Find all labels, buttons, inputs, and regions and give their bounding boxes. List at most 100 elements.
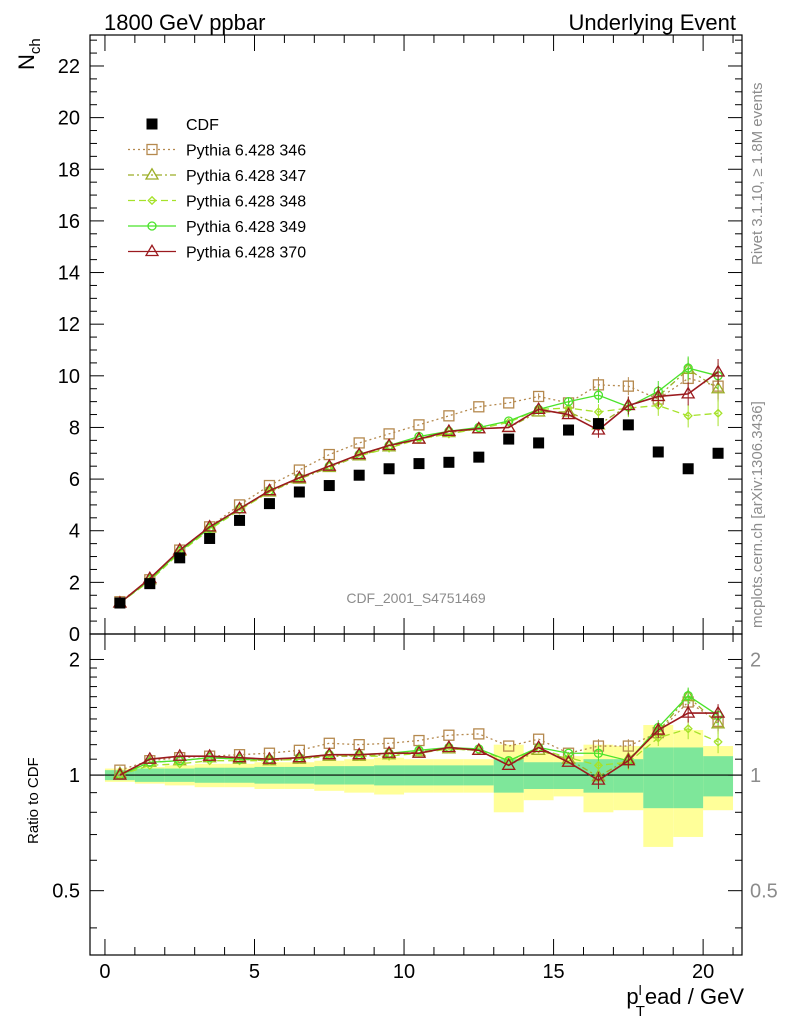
cdf-point xyxy=(174,552,186,564)
legend-entry-3: Pythia 6.428 348 xyxy=(128,194,306,211)
ratio-point xyxy=(262,751,277,764)
series-cdf xyxy=(114,418,724,609)
ratio-series-4 xyxy=(112,704,726,789)
ratio-line-0 xyxy=(119,701,719,771)
cdf-point xyxy=(592,418,604,430)
y-tick-label: 2 xyxy=(69,572,80,594)
x-axis-label-sub: T xyxy=(636,1003,645,1020)
data-point xyxy=(683,411,693,421)
x-axis-label-sup: l xyxy=(639,982,642,998)
data-point xyxy=(683,363,693,373)
ratio-point xyxy=(204,756,215,766)
legend-marker xyxy=(144,167,160,180)
ratio-point xyxy=(473,728,485,740)
y-tick-label: 4 xyxy=(69,521,80,543)
ratio-point xyxy=(145,757,155,767)
ratio-point xyxy=(202,748,217,761)
series-0 xyxy=(114,366,724,608)
series-1 xyxy=(112,357,726,608)
legend-entry-2: Pythia 6.428 347 xyxy=(128,167,306,185)
legend-marker xyxy=(147,195,157,206)
uncertainty-bands xyxy=(104,725,734,847)
series-line-0 xyxy=(119,377,719,603)
data-point xyxy=(622,380,634,392)
ratio-point xyxy=(471,742,486,755)
cdf-point xyxy=(323,480,335,492)
data-point xyxy=(681,386,696,399)
ratio-point xyxy=(292,750,307,763)
ratio-axes: 0 5 10 15 20 0.5 0.5 1 1 2 2 xyxy=(52,634,778,983)
cdf-point xyxy=(503,433,515,445)
cdf-point xyxy=(413,458,425,470)
x-tick-label: 20 xyxy=(692,961,714,983)
series-4 xyxy=(112,359,726,608)
cdf-point xyxy=(443,456,455,468)
legend-label: Pythia 6.428 348 xyxy=(186,194,306,211)
ratio-y-axis-label: Ratio to CDF xyxy=(25,757,42,844)
main-y-axis-label-main: N xyxy=(14,54,39,70)
legend-entry-4: Pythia 6.428 349 xyxy=(128,219,306,236)
data-point xyxy=(441,423,457,436)
ratio-point xyxy=(232,750,247,763)
cdf-point xyxy=(712,447,724,459)
data-point xyxy=(413,419,425,431)
y-tick-label: 0 xyxy=(69,624,80,646)
cdf-point xyxy=(652,446,664,458)
data-point xyxy=(322,458,337,471)
series-line-4 xyxy=(119,371,719,604)
legend-marker xyxy=(146,118,158,130)
legend-entry-5: Pythia 6.428 370 xyxy=(128,243,306,262)
mcplots-label: mcplots.cern.ch [arXiv:1306.3436] xyxy=(749,401,766,628)
data-point xyxy=(531,401,546,415)
data-point xyxy=(593,390,604,400)
cdf-point xyxy=(682,463,694,475)
ratio-point xyxy=(531,739,546,753)
ratio-plot-area xyxy=(90,687,742,847)
ratio-point xyxy=(112,767,128,780)
x-axis-label: pl Tead / GeV xyxy=(626,982,744,1020)
ratio-point xyxy=(441,739,457,753)
ratio-point xyxy=(710,705,726,718)
y-tick-label: 14 xyxy=(58,263,80,285)
x-tick-label: 5 xyxy=(249,961,260,983)
ratio-frame xyxy=(89,633,743,956)
ratio-y-tick-label-right: 2 xyxy=(750,649,761,671)
y-tick-label: 8 xyxy=(69,417,80,439)
y-tick-label: 10 xyxy=(58,366,80,388)
ratio-point xyxy=(681,705,696,718)
cdf-point xyxy=(353,469,365,481)
ratio-y-tick-label: 0.5 xyxy=(52,881,80,903)
ratio-point xyxy=(561,754,576,767)
main-plot-area xyxy=(112,356,726,609)
legend-marker xyxy=(147,221,157,231)
inner-band xyxy=(673,747,704,809)
legend-marker xyxy=(144,243,160,257)
ratio-line-3 xyxy=(119,694,719,776)
ratio-y-tick-label: 2 xyxy=(69,649,80,671)
cdf-point xyxy=(383,463,395,475)
data-point xyxy=(710,364,726,377)
data-point xyxy=(503,397,515,409)
main-y-axis-label: Nch xyxy=(14,38,44,70)
ratio-point xyxy=(683,724,693,734)
x-tick-label: 10 xyxy=(393,961,415,983)
data-point xyxy=(323,448,335,461)
cdf-point xyxy=(234,514,246,526)
ratio-point xyxy=(352,747,367,760)
data-point xyxy=(653,400,663,411)
data-point xyxy=(561,407,576,420)
cdf-point xyxy=(622,419,634,431)
data-point xyxy=(293,464,306,476)
data-point xyxy=(473,401,485,413)
legend-entry-1: Pythia 6.428 346 xyxy=(128,143,306,160)
legend-entry-0: CDF xyxy=(146,117,219,134)
y-tick-label: 16 xyxy=(58,211,80,233)
legend: CDF Pythia 6.428 346 Pythia 6.428 347 Pythi… xyxy=(128,117,306,262)
process-title: 1800 GeV ppbar xyxy=(104,10,265,35)
ratio-panel: 0 5 10 15 20 0.5 0.5 1 1 2 2 Ratio to CDF xyxy=(25,633,778,983)
data-point xyxy=(381,437,397,451)
main-panel: CDF_2001_S4751469 CDF Pythia 6.428 346 Pyt… xyxy=(14,34,743,646)
data-point xyxy=(353,437,365,449)
legend-label: Pythia 6.428 347 xyxy=(186,168,306,185)
data-point xyxy=(292,470,307,483)
